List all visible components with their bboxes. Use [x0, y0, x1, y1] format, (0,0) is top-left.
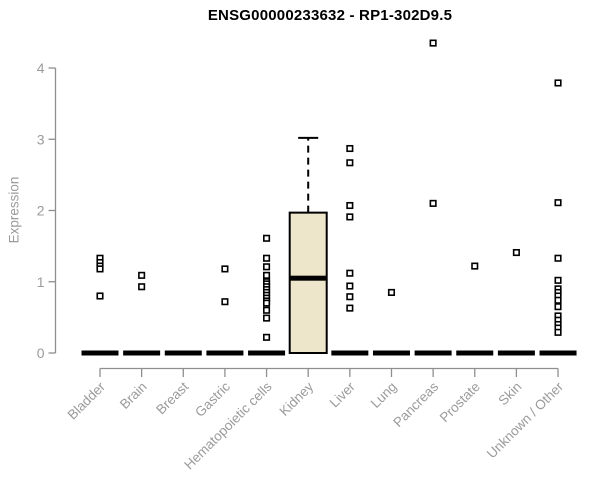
- chart-title: ENSG00000233632 - RP1-302D9.5: [207, 7, 453, 24]
- data-point: [471, 262, 479, 270]
- data-point: [96, 265, 104, 273]
- data-point: [263, 299, 271, 307]
- x-tick-label: Skin: [495, 379, 524, 408]
- x-tick-label: Bladder: [65, 379, 109, 423]
- x-tick-label: Prostate: [437, 379, 483, 425]
- data-point: [263, 254, 271, 262]
- data-point: [554, 296, 562, 304]
- data-point: [429, 39, 437, 47]
- data-point: [554, 254, 562, 262]
- data-point: [221, 265, 229, 273]
- data-point: [263, 306, 271, 314]
- zero-bar: [248, 350, 286, 356]
- box: [288, 211, 328, 354]
- data-point: [387, 288, 396, 296]
- data-point: [429, 199, 437, 207]
- x-tick-label: Liver: [327, 379, 359, 411]
- y-tick-label: 1: [37, 274, 45, 290]
- data-point: [138, 283, 146, 291]
- zero-bar: [331, 350, 369, 356]
- x-tick-label: Kidney: [277, 379, 317, 419]
- zero-bar: [456, 350, 494, 356]
- zero-bar: [206, 350, 244, 356]
- data-point: [346, 269, 354, 277]
- data-point: [554, 276, 562, 284]
- zero-bar: [164, 350, 202, 356]
- box-median: [289, 275, 327, 281]
- y-tick-label: 4: [37, 60, 45, 76]
- data-point: [346, 304, 354, 312]
- x-tick-label: Breast: [153, 379, 191, 417]
- data-point: [138, 271, 146, 279]
- x-tick-label: Brain: [117, 379, 150, 412]
- zero-bar: [123, 350, 161, 356]
- y-tick-label: 0: [37, 345, 45, 361]
- data-point: [554, 328, 562, 336]
- data-point: [512, 248, 520, 257]
- data-point: [554, 79, 562, 87]
- data-point: [263, 263, 271, 271]
- zero-bar: [81, 350, 119, 356]
- x-tick-label: Gastric: [192, 379, 233, 420]
- data-point: [346, 159, 354, 167]
- data-point: [346, 213, 354, 221]
- zero-bar: [539, 350, 577, 356]
- zero-bar: [372, 350, 410, 356]
- data-point: [263, 314, 271, 322]
- data-point: [263, 333, 271, 341]
- data-point: [221, 298, 229, 306]
- data-point: [346, 293, 354, 301]
- zero-bar: [497, 350, 535, 356]
- data-point: [554, 199, 562, 207]
- zero-bar: [414, 350, 452, 356]
- data-point: [263, 271, 271, 279]
- data-point: [346, 201, 354, 210]
- x-tick-label: Pancreas: [390, 379, 441, 430]
- x-tick-label: Unknown / Other: [484, 379, 567, 462]
- data-point: [96, 292, 104, 300]
- y-tick-label: 2: [37, 203, 45, 219]
- data-point: [263, 234, 271, 242]
- data-point: [346, 144, 354, 153]
- x-tick-label: Lung: [368, 379, 400, 411]
- data-point: [346, 282, 354, 290]
- y-tick-label: 3: [37, 131, 45, 147]
- data-point: [554, 303, 562, 311]
